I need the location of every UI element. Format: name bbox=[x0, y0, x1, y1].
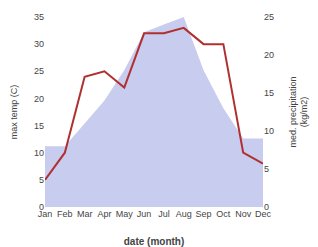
svg-text:0: 0 bbox=[39, 202, 44, 212]
svg-text:20: 20 bbox=[34, 94, 44, 104]
svg-text:May: May bbox=[116, 209, 134, 219]
svg-text:Jul: Jul bbox=[158, 209, 170, 219]
svg-text:med. precipitation(kg/m2): med. precipitation(kg/m2) bbox=[288, 76, 310, 147]
svg-text:Oct: Oct bbox=[216, 209, 231, 219]
svg-text:Jun: Jun bbox=[137, 209, 152, 219]
svg-text:5: 5 bbox=[39, 175, 44, 185]
svg-text:10: 10 bbox=[264, 126, 274, 136]
svg-text:30: 30 bbox=[34, 39, 44, 49]
svg-text:Sep: Sep bbox=[196, 209, 212, 219]
svg-text:0: 0 bbox=[264, 202, 269, 212]
svg-text:20: 20 bbox=[264, 50, 274, 60]
svg-text:Feb: Feb bbox=[57, 209, 73, 219]
svg-text:date (month): date (month) bbox=[124, 236, 185, 247]
svg-text:Nov: Nov bbox=[235, 209, 252, 219]
svg-text:Mar: Mar bbox=[77, 209, 93, 219]
svg-text:Aug: Aug bbox=[176, 209, 192, 219]
svg-text:15: 15 bbox=[34, 121, 44, 131]
svg-text:15: 15 bbox=[264, 88, 274, 98]
svg-text:Dec: Dec bbox=[255, 209, 272, 219]
svg-text:max temp (C): max temp (C) bbox=[9, 85, 19, 140]
svg-text:10: 10 bbox=[34, 148, 44, 158]
svg-text:5: 5 bbox=[264, 164, 269, 174]
svg-text:25: 25 bbox=[264, 12, 274, 22]
svg-text:Jan: Jan bbox=[38, 209, 53, 219]
svg-text:35: 35 bbox=[34, 12, 44, 22]
svg-text:25: 25 bbox=[34, 66, 44, 76]
svg-text:Apr: Apr bbox=[97, 209, 111, 219]
